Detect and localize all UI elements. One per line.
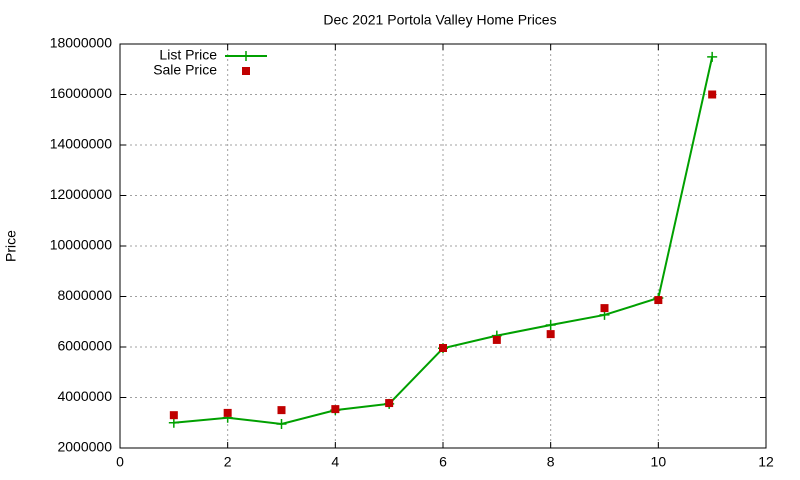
plot-border bbox=[119, 43, 767, 449]
point bbox=[439, 344, 447, 353]
x-tick-label: 10 bbox=[651, 454, 667, 470]
point bbox=[492, 335, 501, 344]
point bbox=[654, 296, 663, 305]
y-tick-label: 8000000 bbox=[57, 287, 112, 303]
point bbox=[276, 419, 287, 430]
point bbox=[223, 408, 232, 417]
y-tick-label: 6000000 bbox=[57, 338, 112, 354]
y-tick-label: 18000000 bbox=[50, 35, 113, 51]
point bbox=[546, 330, 555, 339]
legend-swatch bbox=[241, 51, 251, 61]
x-tick-label: 0 bbox=[116, 454, 124, 470]
point bbox=[708, 90, 717, 99]
chart-title: Dec 2021 Portola Valley Home Prices bbox=[323, 12, 556, 28]
point bbox=[707, 51, 718, 62]
legend-label: List Price bbox=[159, 47, 217, 63]
x-tick-label: 2 bbox=[224, 454, 232, 470]
y-tick-label: 16000000 bbox=[50, 85, 113, 101]
y-tick-label: 4000000 bbox=[57, 388, 112, 404]
x-tick-label: 8 bbox=[547, 454, 555, 470]
x-tick-label: 6 bbox=[439, 454, 447, 470]
y-tick-label: 2000000 bbox=[57, 439, 112, 455]
y-axis-label: Price bbox=[3, 230, 19, 262]
point bbox=[277, 406, 286, 415]
point bbox=[169, 411, 178, 420]
point bbox=[600, 304, 609, 313]
legend-swatch bbox=[242, 67, 250, 75]
point bbox=[331, 405, 340, 414]
legend-label: Sale Price bbox=[153, 62, 217, 78]
y-tick-label: 14000000 bbox=[50, 136, 113, 152]
point bbox=[168, 417, 179, 428]
x-tick-label: 4 bbox=[331, 454, 339, 470]
point bbox=[545, 320, 556, 331]
point bbox=[385, 399, 394, 408]
y-tick-label: 12000000 bbox=[50, 186, 113, 202]
x-tick-label: 12 bbox=[758, 454, 774, 470]
y-tick-label: 10000000 bbox=[50, 237, 113, 253]
